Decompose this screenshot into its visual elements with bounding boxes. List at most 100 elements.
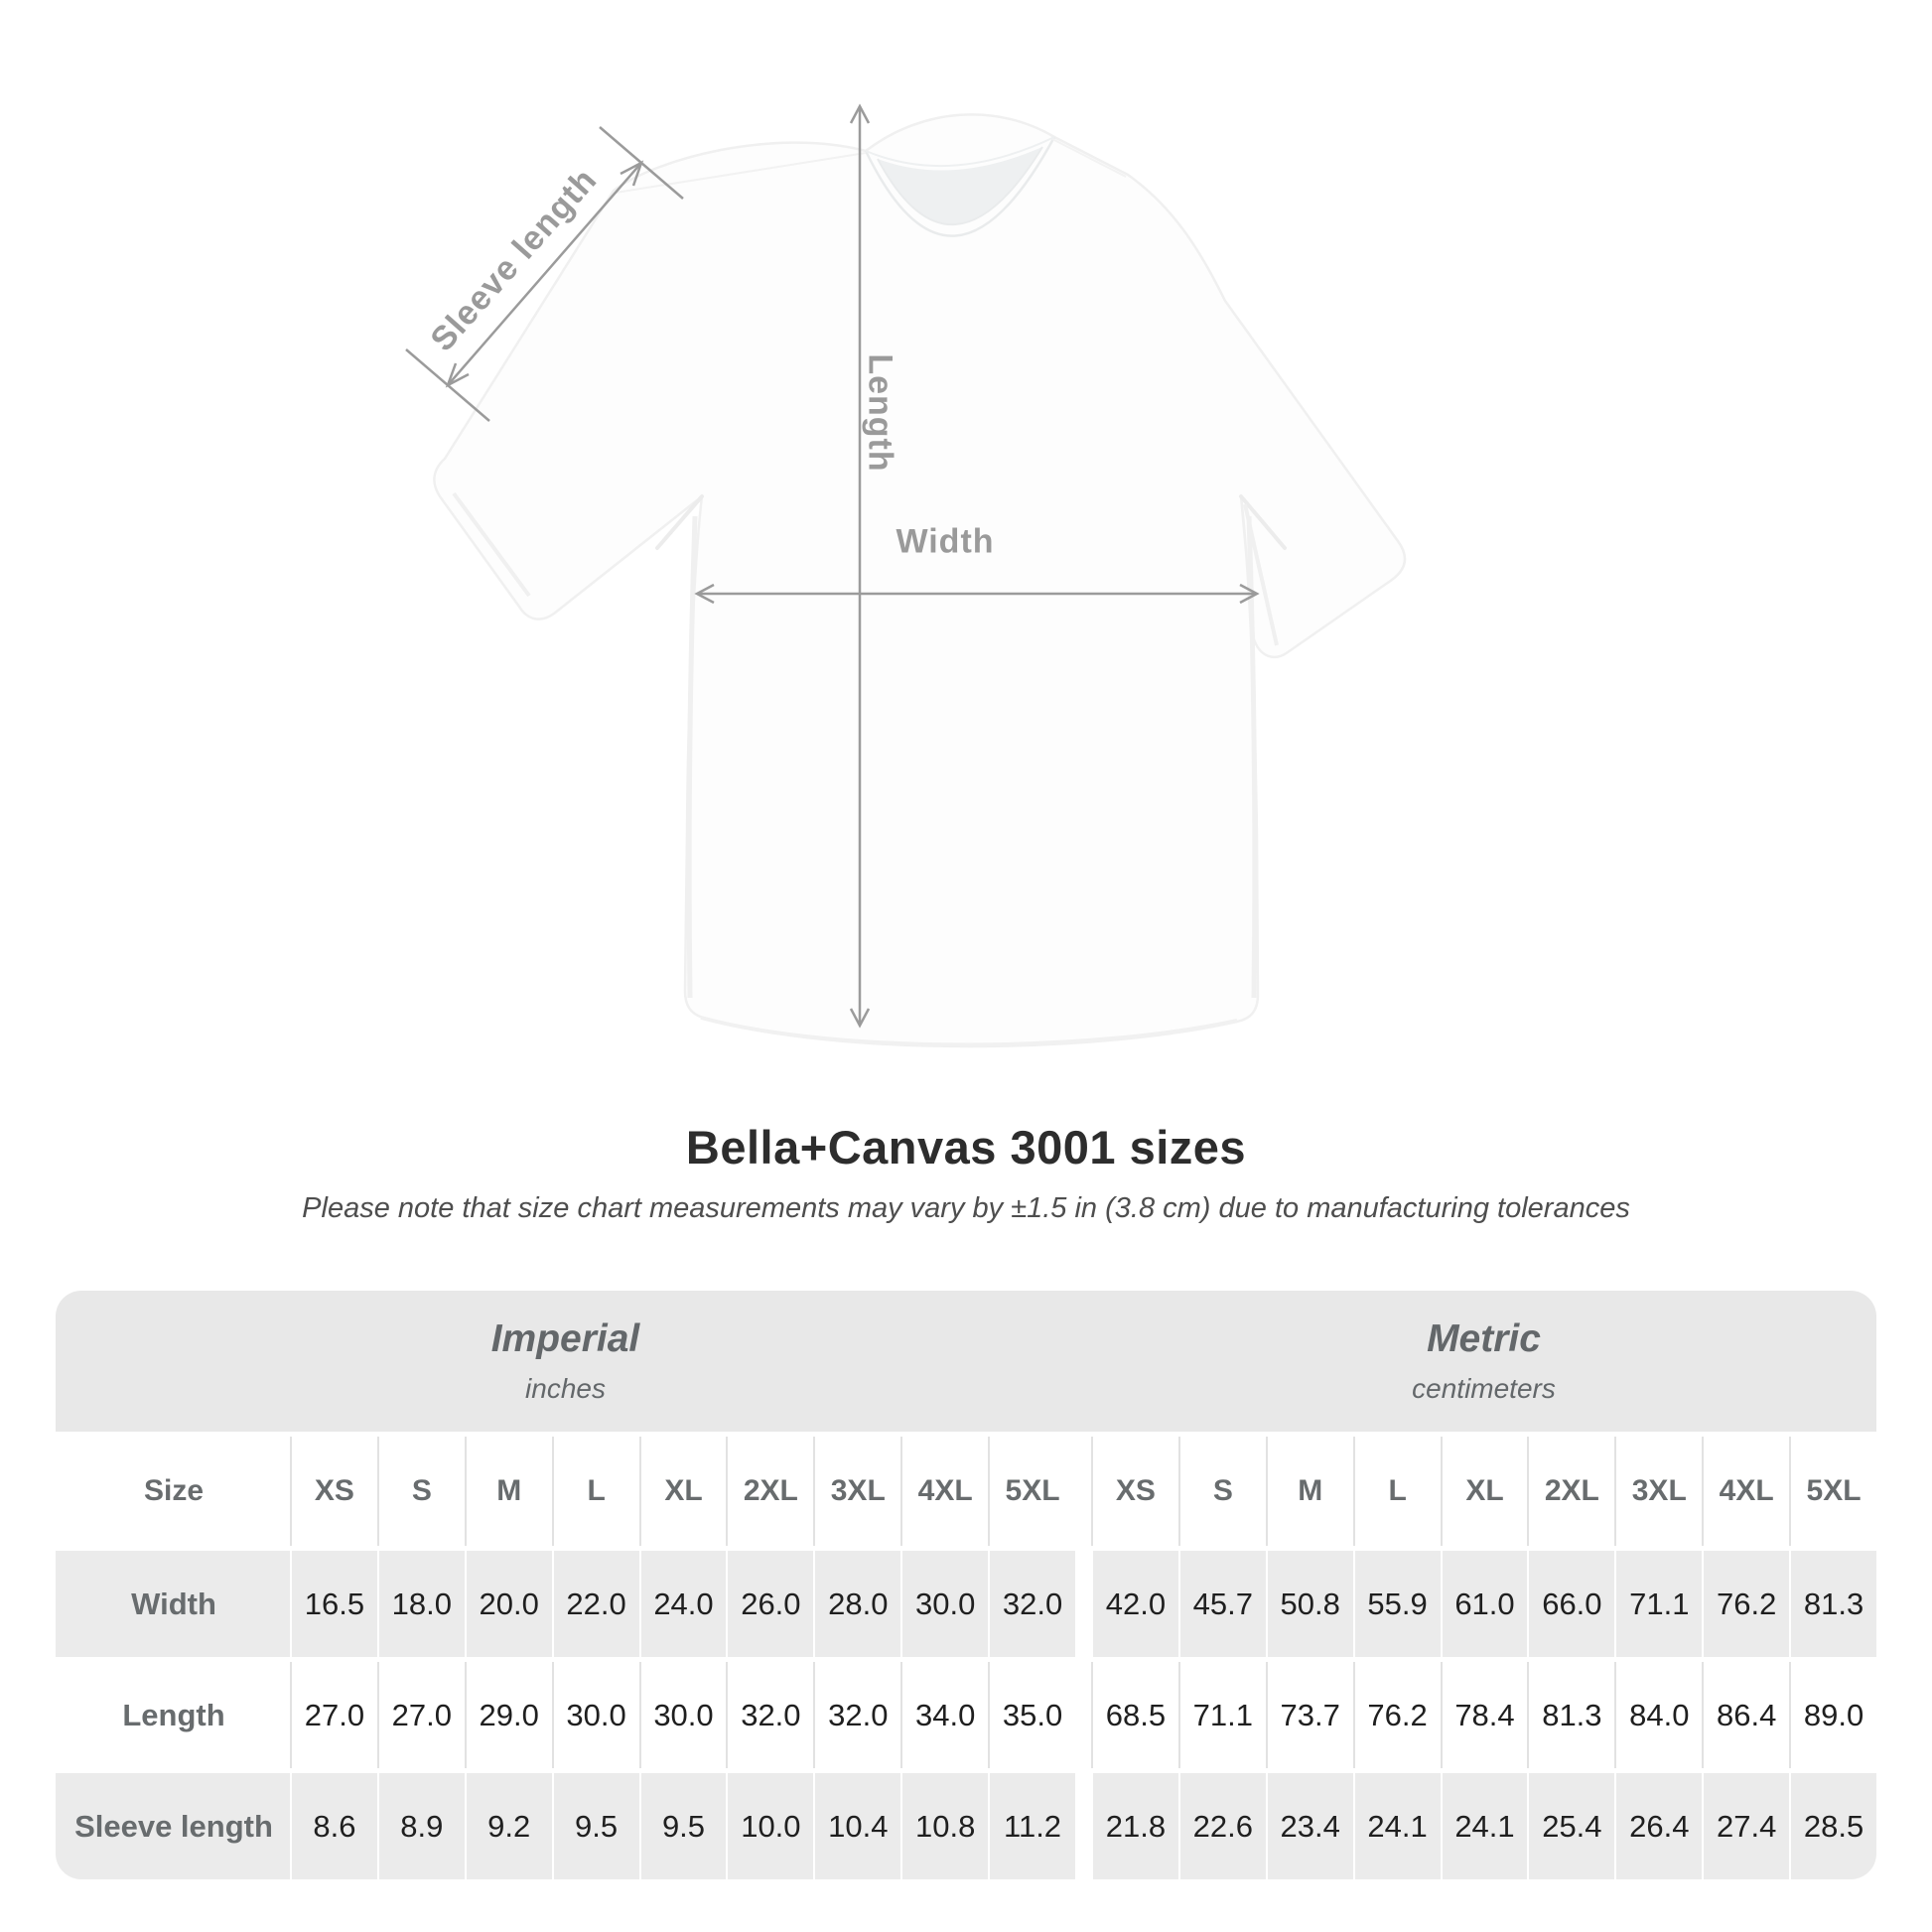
imperial-value-cell: 8.9 [376,1773,465,1879]
metric-value-cell: 21.8 [1090,1773,1178,1879]
imperial-value-cell: 32.0 [988,1551,1075,1657]
metric-value-cell: 55.9 [1352,1551,1441,1657]
size-header-cell: 2XL [1527,1437,1615,1546]
metric-label: Metric [1427,1317,1541,1360]
imperial-value-cell: 9.2 [464,1773,552,1879]
heading-block: Bella+Canvas 3001 sizes Please note that… [0,1120,1932,1225]
group-spacer [1075,1437,1091,1546]
neck-opening [878,147,1042,225]
armpit-crease-right [1239,494,1287,550]
size-header-cell: L [551,1437,639,1546]
metric-group-header: Metric centimeters [1091,1291,1876,1432]
size-header-row: Size XS S M L XL 2XL 3XL 4XL 5XL XS S M L XL 2XL 3XL 4XL 5… [56,1437,1876,1546]
size-header-cell: 2XL [726,1437,814,1546]
imperial-value-cell: 30.0 [551,1662,639,1768]
metric-value-cell: 23.4 [1265,1773,1353,1879]
cuff-fold-left [452,491,531,598]
measurement-row: Width 16.5 18.0 20.0 22.0 24.0 26.0 28.0 30.0 32.… [56,1551,1876,1657]
metric-value-cell: 24.1 [1440,1773,1528,1879]
row-label: Sleeve length [56,1773,290,1879]
imperial-value-cell: 8.6 [290,1773,377,1879]
size-column-header: Size [56,1437,290,1546]
shoulder-seam-left [615,152,867,194]
size-header-cell: M [464,1437,552,1546]
metric-value-cell: 50.8 [1265,1551,1353,1657]
row-label: Width [56,1551,290,1657]
tshirt-illustration [405,103,1407,1048]
group-spacer [1075,1551,1091,1657]
imperial-value-cell: 9.5 [551,1773,639,1879]
imperial-value-cell: 20.0 [464,1551,552,1657]
page-title: Bella+Canvas 3001 sizes [685,1121,1247,1173]
size-header-cell: 4XL [900,1437,989,1546]
metric-value-cell: 76.2 [1352,1662,1441,1768]
metric-value-cell: 27.4 [1702,1773,1790,1879]
metric-value-cell: 89.0 [1789,1662,1876,1768]
imperial-group-header: Imperial inches [56,1291,1075,1432]
metric-value-cell: 73.7 [1265,1662,1353,1768]
imperial-value-cell: 27.0 [376,1662,465,1768]
tshirt-measurement-diagram: Sleeve length Length Width [405,103,1407,1048]
size-table: Imperial inches Metric centimeters Size X… [56,1291,1876,1879]
imperial-value-cell: 32.0 [813,1662,901,1768]
imperial-value-cell: 24.0 [638,1551,727,1657]
group-spacer [1075,1773,1091,1879]
metric-value-cell: 66.0 [1527,1551,1615,1657]
side-shadow-left [686,515,698,999]
imperial-value-cell: 29.0 [464,1662,552,1768]
size-header-cell: XL [638,1437,727,1546]
metric-value-cell: 61.0 [1440,1551,1528,1657]
metric-value-cell: 81.3 [1527,1662,1615,1768]
collar-inner-edge [877,146,1043,226]
cuff-fold-right [1243,503,1279,646]
imperial-value-cell: 34.0 [900,1662,989,1768]
imperial-value-cell: 28.0 [813,1551,901,1657]
size-header-cell: XL [1440,1437,1528,1546]
imperial-value-cell: 26.0 [726,1551,814,1657]
size-header-cell: 3XL [1614,1437,1703,1546]
size-header-cell: S [376,1437,465,1546]
metric-value-cell: 76.2 [1702,1551,1790,1657]
collar-outer-edge [864,136,1056,237]
metric-value-cell: 24.1 [1352,1773,1441,1879]
unit-group-band: Imperial inches Metric centimeters [56,1291,1876,1432]
group-spacer [1075,1662,1091,1768]
metric-value-cell: 71.1 [1177,1662,1266,1768]
imperial-value-cell: 10.4 [813,1773,901,1879]
imperial-value-cell: 35.0 [988,1662,1075,1768]
imperial-value-cell: 30.0 [638,1662,727,1768]
imperial-value-cell: 18.0 [376,1551,465,1657]
metric-value-cell: 86.4 [1702,1662,1790,1768]
size-header-cell: XS [290,1437,377,1546]
length-arrow [849,103,871,1029]
size-header-cell: 4XL [1702,1437,1790,1546]
hem-shadow [700,1016,1238,1047]
imperial-unit-label: inches [525,1373,606,1404]
imperial-label: Imperial [490,1317,640,1360]
metric-unit-label: centimeters [1412,1373,1556,1404]
size-header-cell: M [1265,1437,1353,1546]
metric-value-cell: 78.4 [1440,1662,1528,1768]
size-header-cell: L [1352,1437,1441,1546]
imperial-value-cell: 16.5 [290,1551,377,1657]
imperial-value-cell: 9.5 [638,1773,727,1879]
width-label: Width [896,522,995,561]
metric-value-cell: 68.5 [1090,1662,1178,1768]
size-header-cell: XS [1090,1437,1178,1546]
metric-value-cell: 42.0 [1090,1551,1178,1657]
imperial-value-cell: 27.0 [290,1662,377,1768]
metric-value-cell: 81.3 [1789,1551,1876,1657]
back-collar-edge [865,136,1055,168]
metric-value-cell: 25.4 [1527,1773,1615,1879]
metric-value-cell: 84.0 [1614,1662,1703,1768]
row-label: Length [56,1662,290,1768]
sleeve-length-arrow [405,126,684,422]
size-header-cell: S [1177,1437,1266,1546]
imperial-value-cell: 32.0 [726,1662,814,1768]
shoulder-seam-right [1051,138,1127,178]
size-header-cell: 5XL [1789,1437,1876,1546]
measurement-row: Length 27.0 27.0 29.0 30.0 30.0 32.0 32.0 34.0 35… [56,1662,1876,1768]
measurement-row: Sleeve length 8.6 8.9 9.2 9.5 9.5 10.0 10.4 10.8… [56,1773,1876,1879]
imperial-value-cell: 10.8 [900,1773,989,1879]
